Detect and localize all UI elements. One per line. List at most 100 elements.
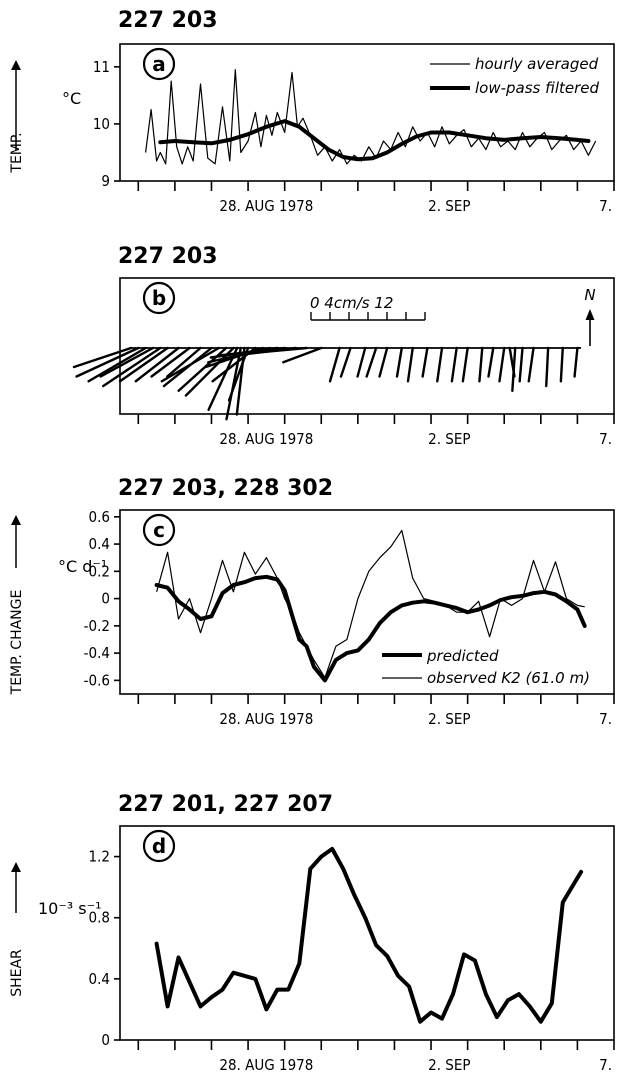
plot-frame-b [119,277,615,415]
legend-c-label-0: predicted [426,647,499,665]
panel-badge-a: a [142,47,176,81]
y-unit-d: 10⁻³ s⁻¹ [38,899,102,918]
panel-b: 227 203 b 28. AUG 1978 2. SEP 7. 0 4cm/s 12 N [72,244,615,448]
svg-text:c: c [153,518,165,542]
current-stick-4 [102,346,162,388]
y-label-a-0: 9 [101,172,110,190]
y-label-d-2: 0.8 [89,909,110,927]
svg-text:a: a [152,52,166,76]
current-stick-25 [328,346,341,383]
panel-badge-d: d [142,829,176,863]
y-label-c-4: -0.2 [84,617,110,635]
current-stick-38 [498,346,506,383]
current-stick-23 [253,346,308,354]
x-label-d-1: 2. SEP [428,1056,470,1074]
current-stick-37 [487,346,495,378]
current-stick-31 [406,346,414,383]
velocity-scale-bar [310,312,426,321]
y-axis-arrow-d [11,862,21,913]
y-label-c-2: 0.2 [89,562,110,580]
panel-a: 227 203 a 28. AUG 1978 2. SEP 7. 9 10 11 °C TEMP.… [9,8,615,215]
x-label-d-2: 7. [599,1056,612,1074]
north-label: N [584,286,595,304]
x-label-c-1: 2. SEP [428,710,470,728]
legend-c-label-1: observed K2 (61.0 m) [427,669,590,687]
y-unit-a: °C [62,89,81,108]
panel-badge-c: c [142,513,176,547]
series-a-0-line [145,69,597,165]
panel-d: 227 201, 227 207 d 28. AUG 1978 2. SEP 7. 0 0.… [9,792,615,1074]
x-label-b-2: 7. [599,430,612,448]
current-stick-7 [150,346,191,378]
current-stick-2 [87,346,147,383]
current-stick-30 [395,346,403,378]
legend-a-label-1: low-pass filtered [475,79,599,97]
y-label-c-0: 0.6 [89,508,110,526]
panel-title-b: 227 203 [118,244,218,269]
y-axis-arrow-c [11,515,21,568]
current-stick-1 [75,346,140,378]
current-stick-5 [118,346,169,383]
y-label-d-1: 0.4 [89,970,110,988]
current-stick-44 [559,346,564,383]
x-label-b-1: 2. SEP [428,430,470,448]
y-axis-label-c: TEMP. CHANGE [9,590,25,696]
y-axis-arrow-a [11,60,21,150]
panel-c: 227 203, 228 302 c 28. AUG 1978 2. SEP 7. 0.6… [9,476,615,728]
current-stick-45 [573,346,579,378]
y-axis-label-a: TEMP. [9,132,25,173]
current-stick-3 [99,346,155,378]
current-stick-34 [450,346,458,383]
current-stick-40 [511,346,517,392]
current-stick-43 [545,346,550,388]
current-stick-32 [421,346,429,378]
plot-frame-a [119,43,615,182]
legend-a: hourly averaged low-pass filtered [430,55,599,97]
svg-text:b: b [152,286,166,310]
y-label-a-2: 11 [93,58,110,76]
current-stick-24 [282,346,323,364]
x-label-b-0: 28. AUG 1978 [219,430,313,448]
current-stick-8 [166,346,202,378]
current-stick-21 [216,346,286,357]
y-axis-label-d: SHEAR [9,949,25,997]
current-stick-41 [518,346,524,383]
current-stick-29 [378,346,389,378]
panel-title-c: 227 203, 228 302 [118,476,333,501]
series-d-0-line [154,846,584,1024]
panel-title-a: 227 203 [118,8,218,33]
current-stick-0 [72,346,133,369]
x-label-c-0: 28. AUG 1978 [219,710,313,728]
y-label-c-6: -0.6 [84,671,110,689]
series-c-0-line [154,574,587,683]
current-stick-28 [365,346,378,378]
current-stick-33 [436,346,444,383]
plot-frame-c [119,509,615,695]
y-label-c-5: -0.4 [84,644,110,662]
north-arrow [585,309,595,346]
x-label-a-0: 28. AUG 1978 [219,197,313,215]
y-label-a-1: 10 [93,115,110,133]
y-label-c-1: 0.4 [89,535,110,553]
current-stick-35 [461,346,469,383]
x-label-a-1: 2. SEP [428,197,470,215]
series-a-1-line [158,119,591,162]
svg-text:d: d [152,834,166,858]
x-label-c-2: 7. [599,710,612,728]
panel-badge-b: b [142,281,176,315]
current-stick-42 [527,346,535,383]
x-label-a-2: 7. [599,197,612,215]
panel-title-d: 227 201, 227 207 [118,792,333,817]
legend-a-label-0: hourly averaged [475,55,599,73]
y-label-c-3: 0 [101,590,110,608]
current-stick-6 [134,346,180,383]
y-label-d-0: 0 [101,1031,110,1049]
velocity-scale-label: 0 4cm/s 12 [310,294,393,312]
current-stick-26 [339,346,352,378]
current-stick-10 [160,346,221,383]
legend-c: predicted observed K2 (61.0 m) [382,647,590,687]
plot-frame-d [119,825,615,1041]
current-stick-36 [478,346,484,383]
x-label-d-0: 28. AUG 1978 [219,1056,313,1074]
